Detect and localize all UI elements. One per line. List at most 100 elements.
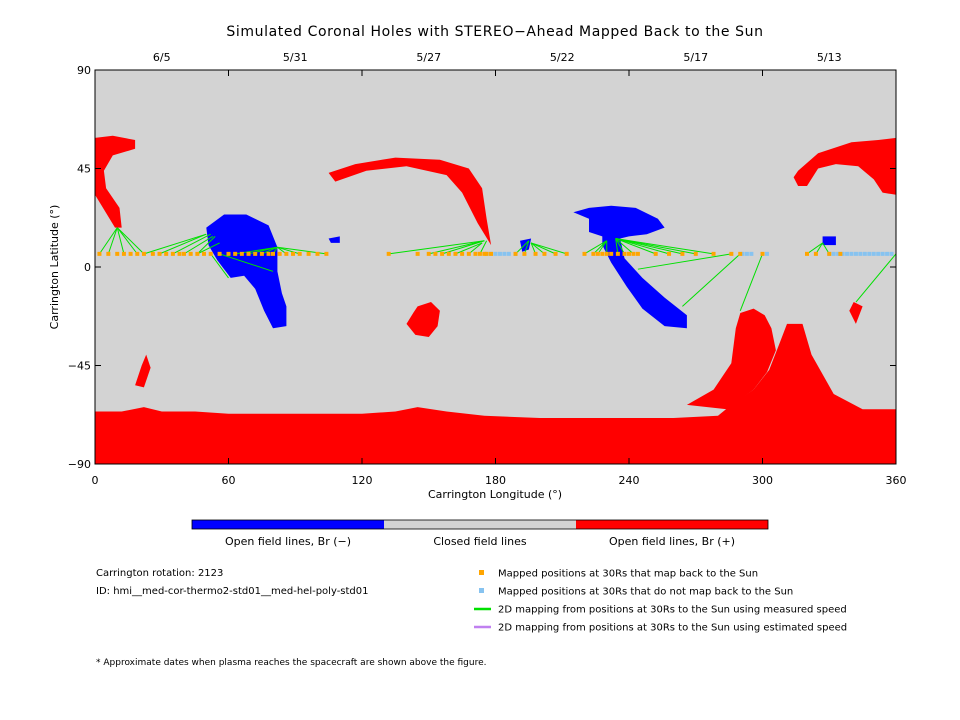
mapping-line	[597, 240, 608, 255]
mapped-position-marker	[622, 251, 627, 256]
unmapped-position-marker	[889, 251, 894, 256]
y-tick-label: 90	[77, 64, 91, 77]
mapped-position-marker	[805, 251, 809, 256]
legend-marker-square	[479, 570, 484, 575]
mapped-position-marker	[182, 251, 186, 256]
mapped-position-marker	[157, 251, 162, 256]
mapping-line	[197, 242, 220, 255]
mapped-position-marker	[291, 251, 296, 256]
mapped-position-marker	[604, 251, 609, 256]
x-tick-label: 60	[222, 474, 236, 487]
legend-label: Mapped positions at 30Rs that do not map…	[498, 587, 793, 598]
mapping-line	[739, 253, 763, 311]
mapped-position-marker	[266, 251, 271, 256]
mapped-position-marker	[542, 251, 547, 256]
mapping-line	[277, 246, 300, 255]
region-left-tiny	[328, 236, 340, 243]
mapped-position-marker	[635, 251, 640, 256]
region-upper-middle-crescent	[328, 157, 492, 246]
y-axis-ticks: 90 45 0 −45 −90	[68, 64, 896, 471]
x-tick-label: 180	[485, 474, 506, 487]
mapped-position-marker	[827, 251, 832, 256]
mapped-positions	[97, 251, 894, 256]
legend-label: 2D mapping from positions at 30Rs to the…	[498, 623, 847, 634]
x-axis-label: Carrington Longitude (°)	[428, 488, 562, 501]
x-tick-label: 300	[752, 474, 773, 487]
chart-title: Simulated Coronal Holes with STEREO−Ahea…	[226, 24, 763, 40]
y-tick-label: 45	[77, 163, 91, 176]
unmapped-position-marker	[853, 251, 858, 256]
top-date-label: 5/27	[416, 51, 441, 64]
colorbar-frame	[191, 519, 769, 530]
unmapped-position-marker	[506, 251, 511, 256]
unmapped-position-marker	[845, 251, 850, 256]
mapping-line	[455, 242, 483, 255]
mapped-position-marker	[615, 251, 620, 256]
mapped-position-marker	[667, 251, 672, 256]
mapping-line	[530, 242, 567, 255]
unmapped-position-marker	[880, 251, 885, 256]
legend-label: Mapped positions at 30Rs that map back t…	[498, 569, 758, 580]
unmapped-position-marker	[749, 251, 754, 256]
colorbar: Open field lines, Br (−) Closed field lin…	[191, 519, 769, 548]
mapped-position-marker	[246, 251, 251, 256]
mapped-position-marker	[164, 251, 169, 256]
mapped-position-marker	[489, 251, 494, 256]
top-date-label: 5/31	[283, 51, 308, 64]
model-id: ID: hmi__med-cor-thermo2-std01__med-hel-…	[96, 586, 369, 597]
mapped-position-marker	[195, 251, 200, 256]
mapped-position-marker	[277, 251, 282, 256]
mapped-position-marker	[141, 251, 146, 256]
top-date-label: 5/22	[550, 51, 575, 64]
mapped-position-marker	[202, 251, 207, 256]
mapped-position-marker	[513, 251, 518, 256]
mapped-position-marker	[595, 251, 600, 256]
mapping-line	[615, 238, 634, 255]
unmapped-position-marker	[858, 251, 863, 256]
mapped-position-marker	[482, 251, 487, 256]
region-left-ring	[206, 214, 287, 329]
mapped-position-marker	[115, 251, 120, 256]
legend-label: 2D mapping from positions at 30Rs to the…	[498, 605, 847, 616]
region-northeast-cap	[793, 137, 896, 195]
mapped-position-marker	[600, 251, 605, 256]
mapping-line	[172, 233, 211, 255]
region-east-small	[822, 236, 836, 246]
mapped-position-marker	[284, 251, 289, 256]
mapping-line	[523, 240, 530, 255]
mapped-position-marker	[484, 251, 489, 256]
mapping-line	[855, 253, 896, 303]
footnote: * Approximate dates when plasma reaches …	[96, 658, 487, 668]
mapped-position-marker	[239, 251, 244, 256]
mapped-position-marker	[386, 251, 391, 256]
mapping-line	[219, 253, 274, 272]
coronal-hole-regions	[95, 135, 896, 464]
top-date-labels: 6/5 5/31 5/27 5/22 5/17 5/13	[153, 51, 842, 64]
mapping-line	[107, 227, 118, 255]
mapping-line	[530, 242, 545, 255]
region-west-arc	[95, 135, 136, 228]
mapping-line	[468, 242, 483, 255]
mapping-line	[615, 238, 619, 254]
mapped-position-marker	[760, 251, 765, 256]
mapped-position-marker	[170, 251, 175, 256]
mapped-position-marker	[627, 251, 631, 256]
mapped-position-marker	[564, 251, 569, 256]
mapped-position-marker	[473, 251, 478, 256]
y-tick-label: −90	[68, 458, 91, 471]
x-tick-label: 0	[92, 474, 99, 487]
unmapped-position-marker	[502, 251, 507, 256]
colorbar-segment	[384, 520, 576, 529]
mapped-position-marker	[522, 251, 527, 256]
mapping-line	[584, 240, 608, 255]
mapped-position-marker	[135, 251, 140, 256]
unmapped-position-marker	[876, 251, 881, 256]
mapping-line	[615, 238, 625, 255]
legend-marker-square	[479, 588, 484, 593]
mapped-position-marker	[680, 251, 685, 256]
mapped-position-marker	[693, 251, 698, 256]
mapping-line	[428, 240, 485, 255]
mapping-line	[210, 253, 229, 279]
x-tick-label: 240	[619, 474, 640, 487]
mapped-position-marker	[297, 251, 302, 256]
